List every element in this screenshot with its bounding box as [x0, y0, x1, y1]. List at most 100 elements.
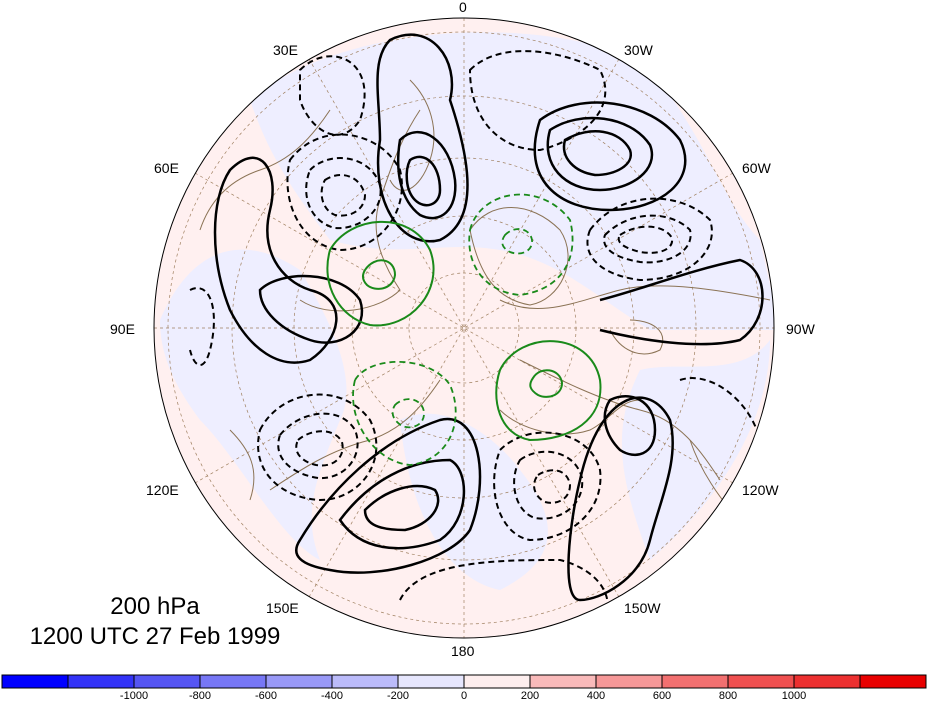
negative-field-north — [250, 32, 774, 331]
colorbar-cell — [595, 674, 663, 689]
colorbar-tick-label: -200 — [386, 690, 410, 702]
contour-high-pacific-inner — [363, 484, 440, 532]
title-block: 200 hPa 1200 UTC 27 Feb 1999 — [0, 592, 310, 652]
colorbar-cell — [661, 674, 729, 689]
coast-eurasia-north — [299, 109, 421, 312]
contour-ridge-na-inner — [603, 395, 657, 456]
colorbar-cell — [397, 674, 465, 689]
contour-low-europe-mid — [305, 157, 382, 230]
parallel-40n — [167, 31, 761, 625]
lon-label-60w: 60W — [742, 160, 771, 176]
lon-label-0: 0 — [459, 0, 467, 15]
colorbar-cell — [199, 674, 267, 689]
contour-low-europe-outer — [286, 133, 403, 252]
colorbar-cell — [859, 674, 927, 689]
contour-ridge-europe-mid — [396, 130, 457, 220]
colorbar-cell — [67, 674, 135, 689]
contour-high-pacific-outer — [295, 417, 482, 574]
parallel-70n — [351, 215, 577, 441]
map-boundary — [153, 17, 775, 639]
contour-low-europe-inner — [320, 174, 367, 217]
contour-low-north-trough — [299, 55, 366, 136]
parallel-80n — [408, 272, 520, 384]
colorbar-cell — [265, 674, 333, 689]
colorbar-tick-label: -600 — [254, 690, 278, 702]
coast-siberia-east — [269, 379, 441, 491]
colorbar-tick-label: -400 — [320, 690, 344, 702]
lon-label-30w: 30W — [624, 42, 653, 58]
coast-hudson — [609, 319, 664, 355]
contour-ridge-siberia — [258, 274, 364, 344]
green-contour-arctic-inner — [501, 228, 533, 255]
lon-label-150w: 150W — [624, 600, 661, 616]
title-level: 200 hPa — [110, 593, 200, 620]
colorbar-cell — [793, 674, 861, 689]
contour-ridge-europe-inner — [405, 155, 442, 207]
meridian-30w-150e — [308, 58, 620, 598]
green-positive-contours — [326, 220, 602, 442]
green-contour-na-inner — [529, 369, 564, 398]
lon-label-120w: 120W — [742, 482, 779, 498]
contour-low-atlantic-outer — [586, 197, 713, 282]
colorbar-tick-label: -800 — [188, 690, 212, 702]
coast-north-america — [499, 285, 771, 481]
contour-low-na-inner — [533, 469, 572, 504]
green-contour-siberia-outer — [352, 360, 457, 466]
green-contour-eurasia-inner — [361, 259, 397, 290]
colorbar-cell — [727, 674, 795, 689]
colorbar-tick-label: -1000 — [119, 690, 149, 702]
contour-high-atlantic-outer — [533, 101, 687, 212]
negative-contours — [189, 50, 762, 631]
colorbar-cell — [529, 674, 597, 689]
contour-low-pacific-outer — [257, 393, 378, 502]
contour-arc-west — [189, 287, 215, 366]
negative-field-west — [160, 249, 347, 560]
colorbar-tick-label: 600 — [652, 690, 672, 702]
meridian-60w-120e — [194, 172, 734, 484]
coast-europe — [199, 109, 331, 231]
colorbar-cell — [463, 674, 531, 689]
contour-low-atlantic-mid — [603, 214, 692, 264]
contour-high-atlantic-inner — [562, 130, 632, 177]
lon-label-90e: 90E — [110, 321, 135, 337]
contour-low-pacific-inner — [295, 430, 344, 467]
green-contour-siberia-inner — [391, 398, 425, 429]
contour-low-na-outer — [493, 431, 602, 542]
meridian-30e-150w — [308, 58, 620, 598]
lon-label-60e: 60E — [154, 160, 179, 176]
lon-label-180: 180 — [451, 643, 475, 659]
contour-high-atlantic-mid — [546, 116, 654, 192]
contour-arc-south — [399, 558, 609, 631]
colorbar-cell — [1, 674, 69, 689]
green-negative-contours — [352, 193, 574, 466]
colorbar-tick-label: 0 — [460, 690, 468, 702]
colorbar-tick-label: 1000 — [781, 690, 807, 702]
contour-low-north-atlantic — [468, 50, 607, 152]
contour-low-atlantic-inner — [617, 225, 674, 254]
meridian-60e-120w — [194, 172, 734, 484]
lon-label-120e: 120E — [146, 482, 179, 498]
coast-greenland — [469, 207, 569, 306]
green-contour-eurasia-outer — [326, 220, 435, 327]
coast-alaska — [499, 399, 641, 435]
colorbar-cells — [1, 674, 927, 689]
green-contour-na-outer — [495, 340, 602, 442]
positive-contours — [213, 33, 764, 602]
lon-label-30e: 30E — [273, 42, 298, 58]
negative-field-east — [621, 340, 770, 560]
parallel-50n — [231, 95, 697, 561]
colorbar-tick-label: 800 — [718, 690, 738, 702]
contour-low-pacific-mid — [277, 412, 359, 480]
contour-ridge-europe-outer — [376, 33, 469, 243]
lon-label-150e: 150E — [266, 600, 299, 616]
contour-ridge-west-asia — [213, 156, 338, 364]
colorbar-tick-label: 400 — [586, 690, 606, 702]
colorbar-cell — [331, 674, 399, 689]
green-contour-arctic-outer — [468, 193, 574, 296]
negative-field-south — [400, 413, 548, 590]
colorbar-cell — [133, 674, 201, 689]
colorbar-tick-label: 200 — [520, 690, 540, 702]
lon-label-90w: 90W — [786, 321, 815, 337]
contour-arc-90w — [599, 258, 764, 346]
